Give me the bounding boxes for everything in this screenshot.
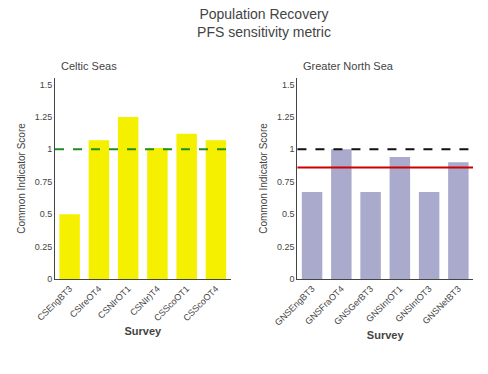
svg-text:CSEngBT3: CSEngBT3 (35, 284, 74, 323)
svg-text:GNSGerBT3: GNSGerBT3 (332, 284, 375, 327)
svg-text:0.75: 0.75 (35, 177, 53, 187)
svg-text:Survey: Survey (124, 325, 162, 337)
svg-text:0.75: 0.75 (277, 177, 295, 187)
svg-text:Common Indicator Score: Common Indicator Score (16, 123, 27, 234)
svg-text:1: 1 (290, 144, 295, 154)
svg-text:CSScoOT4: CSScoOT4 (181, 284, 220, 323)
svg-text:Greater North Sea: Greater North Sea (303, 60, 394, 72)
svg-text:CSNIrOT1: CSNIrOT1 (96, 284, 133, 321)
svg-text:Celtic Seas: Celtic Seas (61, 60, 117, 72)
svg-text:CSNIr)T4: CSNIr)T4 (128, 284, 162, 318)
svg-text:GNSFraOT4: GNSFraOT4 (303, 284, 346, 327)
svg-text:1.25: 1.25 (35, 112, 53, 122)
svg-text:CSIreOT4: CSIreOT4 (68, 284, 104, 320)
svg-text:0.5: 0.5 (282, 209, 295, 219)
svg-text:Population RecoveryPFS sensiti: Population RecoveryPFS sensitivity metri… (197, 6, 331, 40)
svg-text:GNSIntOT3: GNSIntOT3 (393, 284, 433, 324)
svg-text:0: 0 (290, 274, 295, 284)
svg-text:0: 0 (47, 274, 52, 284)
svg-text:0.5: 0.5 (40, 209, 53, 219)
svg-text:Common Indicator Score: Common Indicator Score (258, 123, 269, 234)
svg-text:1.5: 1.5 (282, 80, 295, 90)
svg-text:0.25: 0.25 (35, 242, 53, 252)
svg-text:Survey: Survey (367, 329, 405, 341)
svg-text:1.5: 1.5 (40, 80, 53, 90)
svg-text:GNSEngBT3: GNSEngBT3 (273, 284, 317, 328)
svg-text:1: 1 (47, 144, 52, 154)
svg-text:CSScoOT1: CSScoOT1 (152, 284, 191, 323)
svg-text:GNSNetBT3: GNSNetBT3 (421, 284, 463, 326)
svg-text:1.25: 1.25 (277, 112, 295, 122)
svg-text:0.25: 0.25 (277, 242, 295, 252)
svg-text:GNSIntOT1: GNSIntOT1 (364, 284, 404, 324)
